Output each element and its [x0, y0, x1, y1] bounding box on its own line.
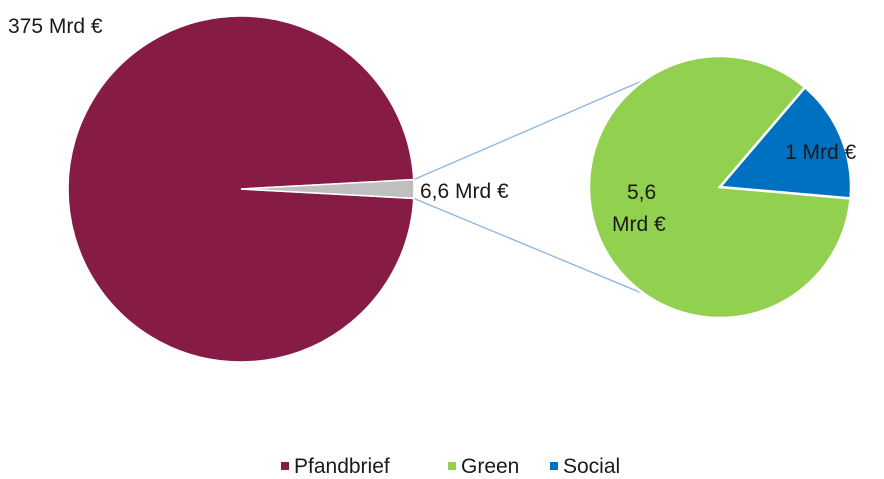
- legend-swatch-green: [448, 462, 456, 470]
- legend: Pfandbrief Green Social: [281, 455, 620, 478]
- legend-label-social: Social: [563, 455, 620, 478]
- main-pie: [67, 15, 415, 363]
- pie-slice-other: [240, 178, 415, 200]
- connector-line-top: [413, 79, 646, 181]
- connector-lines: [413, 79, 646, 295]
- connector-line-bottom: [413, 197, 646, 295]
- data-label-other: 6,6 Mrd €: [420, 180, 509, 203]
- data-label-pfandbrief: 375 Mrd €: [8, 15, 103, 38]
- pie-slice-social: [717, 85, 853, 200]
- data-label-green-line1: 5,6: [627, 181, 656, 204]
- legend-label-pfandbrief: Pfandbrief: [294, 455, 390, 478]
- pie-slice-pfandbrief: [67, 15, 415, 363]
- legend-swatch-social: [550, 462, 558, 470]
- data-label-social: 1 Mrd €: [785, 141, 857, 164]
- legend-label-green: Green: [461, 455, 519, 478]
- legend-swatch-pfandbrief: [281, 462, 289, 470]
- secondary-pie: [587, 54, 853, 320]
- data-label-green-line2: Mrd €: [612, 213, 666, 236]
